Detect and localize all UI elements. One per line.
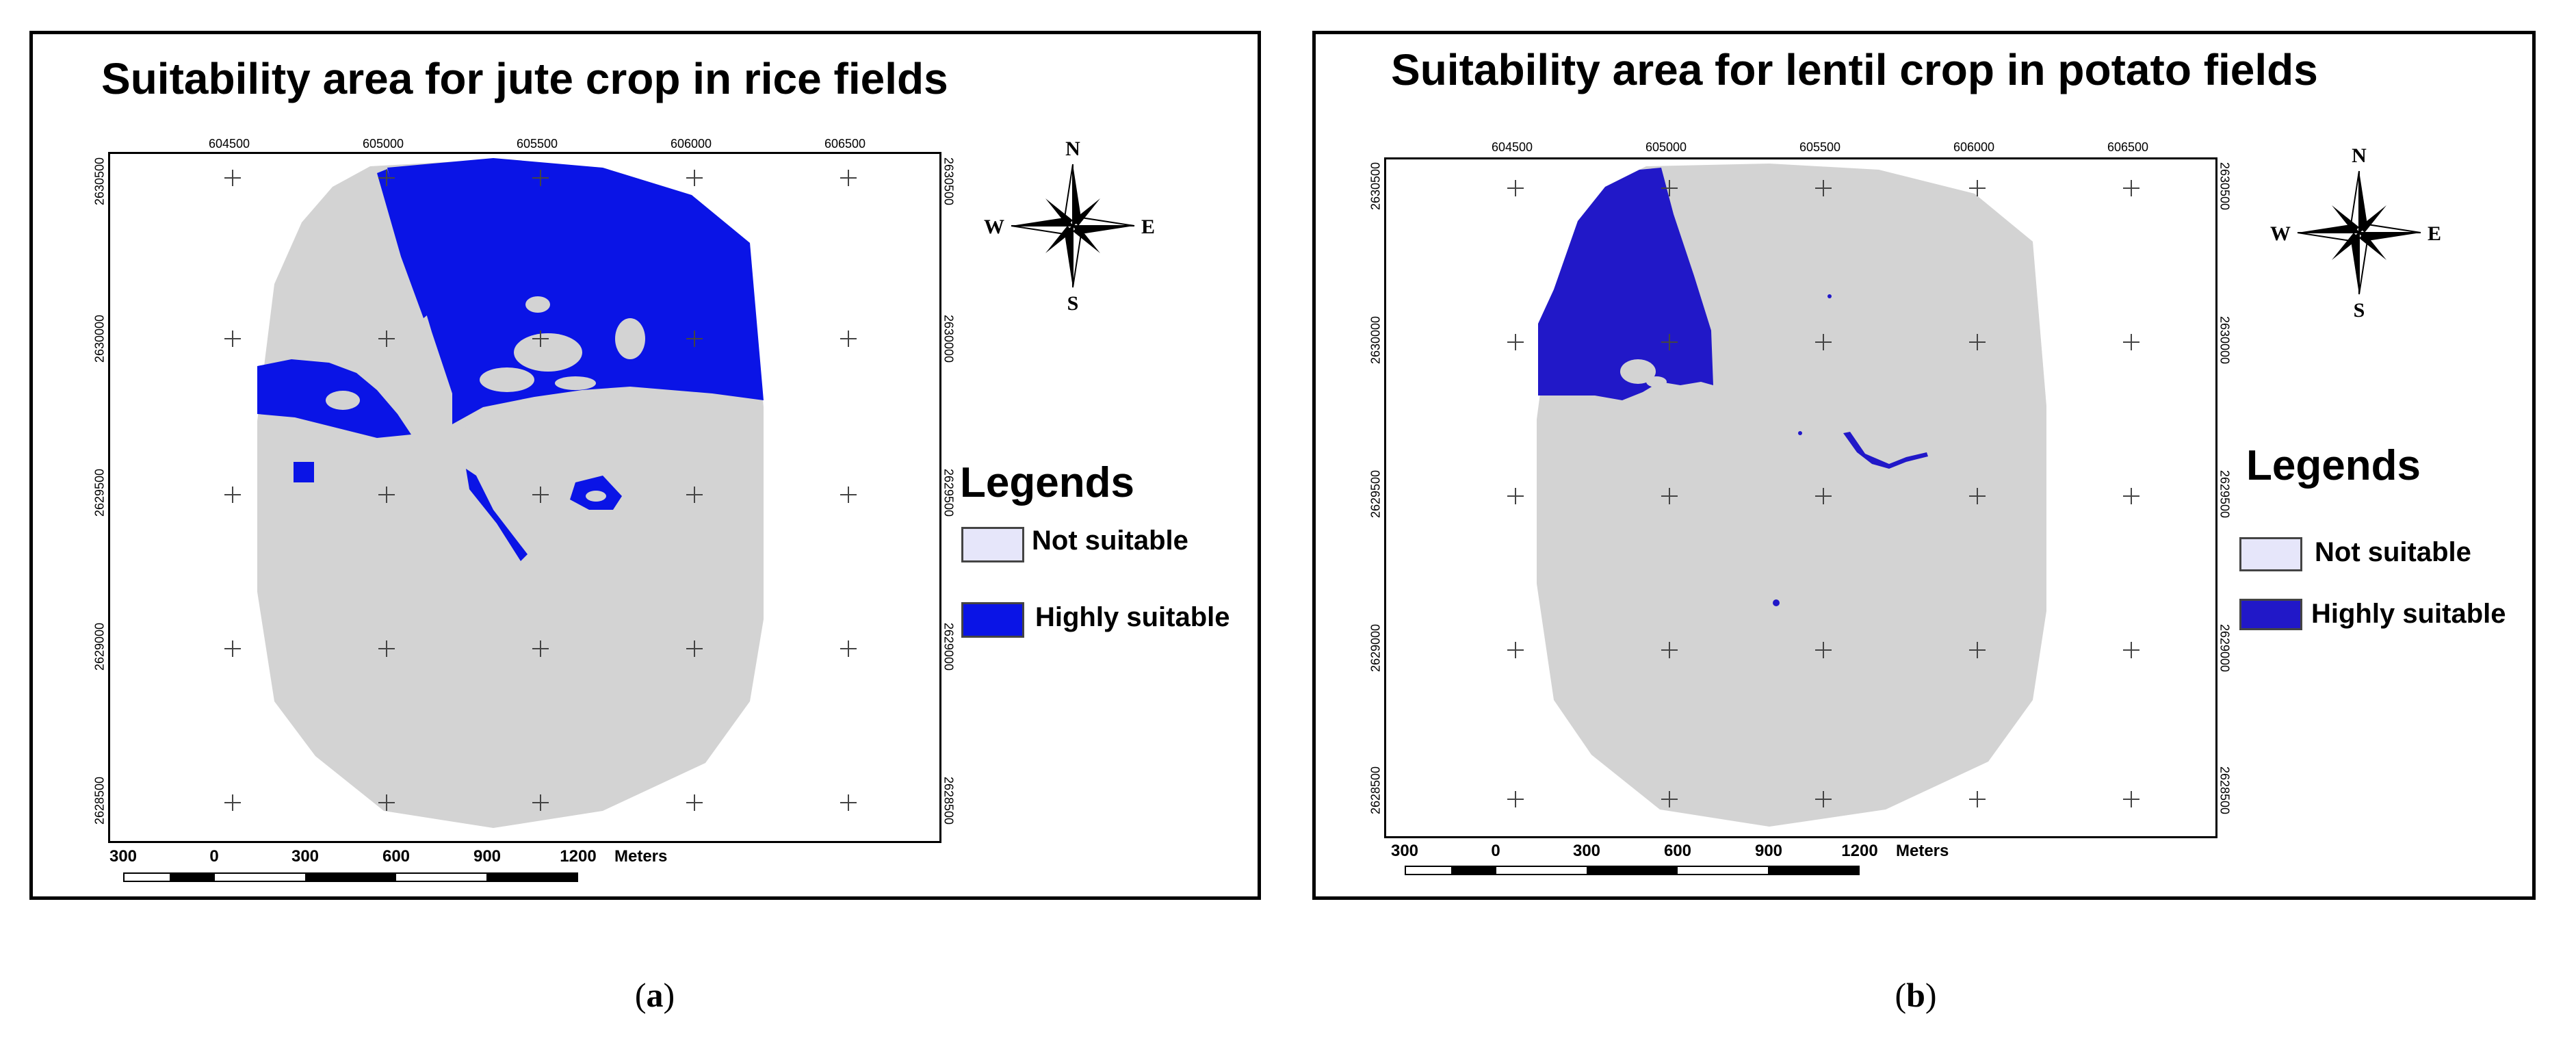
- legend-title: Legends: [2246, 442, 2421, 489]
- y-tick-label: 2628500: [941, 776, 956, 825]
- x-tick-label: 605000: [362, 137, 404, 151]
- caption-b: (b): [1895, 976, 1937, 1014]
- y-tick-label: 2628500: [2217, 766, 2232, 815]
- legend-label: Not suitable: [2315, 537, 2471, 567]
- y-tick-label: 2629000: [92, 622, 107, 671]
- x-tick-label: 606500: [2107, 140, 2149, 154]
- highly-suitable-region: [1773, 599, 1780, 606]
- compass-south: S: [2353, 299, 2365, 322]
- map-frame: [1384, 157, 2217, 838]
- compass-north: N: [2352, 144, 2367, 167]
- legend-label: Not suitable: [1032, 526, 1188, 556]
- scale-label: 600: [382, 847, 411, 866]
- grid-crosses: [1507, 180, 2139, 807]
- caption-letter: a: [646, 976, 664, 1014]
- y-tick-label: 2630500: [941, 157, 956, 206]
- x-tick-label: 605500: [1799, 140, 1841, 154]
- y-tick-label: 2630000: [2217, 315, 2232, 365]
- legend-swatch-highly-suitable: [2239, 599, 2302, 630]
- scale-label: 300: [1572, 842, 1601, 860]
- legend-title: Legends: [960, 459, 1134, 506]
- y-tick-label: 2630500: [1368, 161, 1383, 211]
- compass-east: E: [1141, 216, 1156, 238]
- legend-label: Highly suitable: [2311, 599, 2506, 629]
- map-title: Suitability area for lentil crop in pota…: [1391, 45, 2318, 94]
- y-tick-label: 2629000: [2217, 623, 2232, 673]
- grid-crosses: [224, 170, 857, 811]
- map-title: Suitability area for jute crop in rice f…: [101, 54, 948, 103]
- y-tick-label: 2628500: [92, 776, 107, 825]
- scale-label: 1200: [560, 847, 597, 866]
- x-tick-label: 606500: [824, 137, 866, 151]
- map-panel-b: Suitability area for lentil crop in pota…: [1312, 31, 2536, 900]
- x-tick-label: 605000: [1645, 140, 1687, 154]
- y-tick-label: 2630500: [2217, 161, 2232, 211]
- y-tick-label: 2629000: [941, 622, 956, 671]
- x-tick-label: 606000: [1953, 140, 1995, 154]
- y-tick-label: 2630500: [92, 157, 107, 206]
- caption-letter: b: [1906, 976, 1925, 1014]
- y-tick-label: 2629500: [2217, 469, 2232, 519]
- scale-unit: Meters: [614, 847, 668, 866]
- compass-rose-icon: N S E W: [984, 137, 1155, 328]
- highly-suitable-region: [387, 158, 764, 424]
- legend-swatch-highly-suitable: [961, 602, 1024, 638]
- legend-swatch-not-suitable: [2239, 537, 2302, 571]
- compass-east: E: [2427, 222, 2442, 245]
- scale-label: 0: [209, 847, 219, 866]
- y-tick-label: 2629000: [1368, 623, 1383, 673]
- x-tick-label: 604500: [1491, 140, 1533, 154]
- y-tick-label: 2629500: [92, 468, 107, 517]
- map-frame: [108, 152, 941, 843]
- compass-south: S: [1067, 292, 1079, 315]
- scale-label: 1200: [1841, 842, 1878, 860]
- x-tick-label: 606000: [670, 137, 712, 151]
- scale-label: 900: [473, 847, 502, 866]
- highly-suitable-region: [1843, 432, 1928, 469]
- y-tick-label: 2628500: [1368, 766, 1383, 815]
- scale-label: 300: [109, 847, 138, 866]
- x-tick-label: 605500: [516, 137, 558, 151]
- scale-label: 0: [1491, 842, 1500, 860]
- scale-bar: [123, 872, 578, 882]
- y-tick-label: 2630000: [1368, 315, 1383, 365]
- compass-west: W: [984, 216, 1004, 238]
- scale-label: 300: [291, 847, 320, 866]
- y-tick-label: 2629500: [1368, 469, 1383, 519]
- legend-label: Highly suitable: [1035, 602, 1230, 632]
- caption-a: (a): [634, 976, 675, 1014]
- scale-label: 600: [1663, 842, 1692, 860]
- scale-unit: Meters: [1896, 842, 1949, 860]
- y-tick-label: 2629500: [941, 468, 956, 517]
- legend-swatch-not-suitable: [961, 527, 1024, 562]
- compass-west: W: [2270, 222, 2291, 245]
- scale-label: 900: [1754, 842, 1783, 860]
- x-tick-label: 604500: [208, 137, 250, 151]
- compass-rose-icon: N S E W: [2270, 144, 2441, 335]
- map-canvas: [1507, 164, 2139, 827]
- y-tick-label: 2630000: [941, 314, 956, 363]
- highly-suitable-region: [1827, 294, 1832, 298]
- map-canvas: [224, 158, 857, 828]
- compass-north: N: [1065, 138, 1080, 160]
- scale-bar: [1405, 866, 1860, 875]
- highly-suitable-region: [1798, 431, 1802, 435]
- highly-suitable-region: [466, 469, 528, 561]
- y-tick-label: 2630000: [92, 314, 107, 363]
- map-panel-a: Suitability area for jute crop in rice f…: [29, 31, 1261, 900]
- highly-suitable-region: [294, 462, 314, 482]
- highly-suitable-region: [377, 169, 432, 318]
- scale-label: 300: [1390, 842, 1419, 860]
